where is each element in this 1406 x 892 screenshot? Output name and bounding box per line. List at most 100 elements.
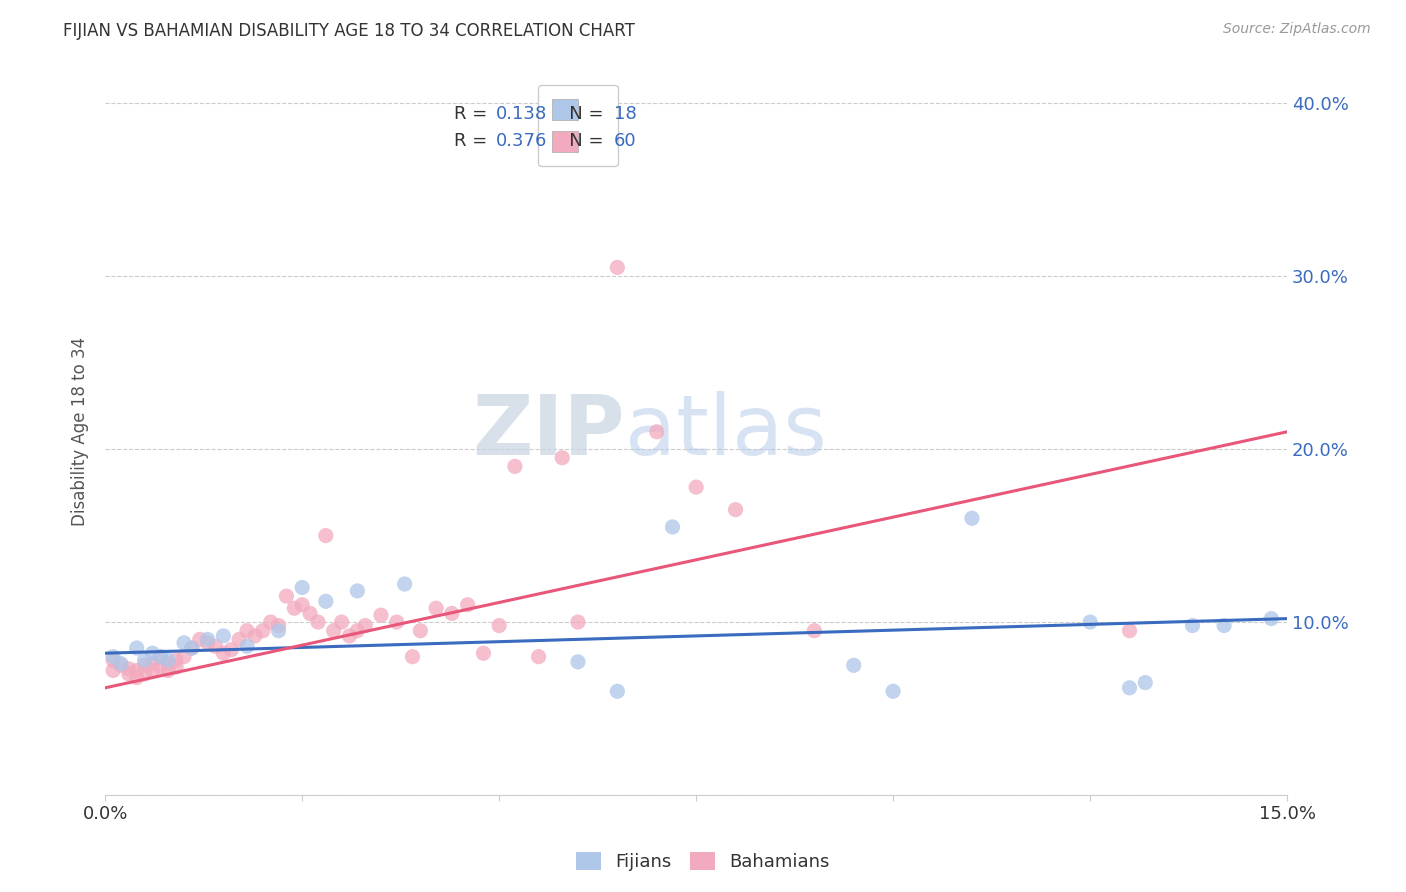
Point xyxy=(101,649,124,664)
Point xyxy=(149,660,172,674)
Point xyxy=(567,655,589,669)
Point xyxy=(330,615,353,629)
Point xyxy=(291,581,314,595)
Point xyxy=(488,618,510,632)
Text: atlas: atlas xyxy=(626,392,827,472)
Text: FIJIAN VS BAHAMIAN DISABILITY AGE 18 TO 34 CORRELATION CHART: FIJIAN VS BAHAMIAN DISABILITY AGE 18 TO … xyxy=(63,22,636,40)
Point xyxy=(354,618,377,632)
Legend: Fijians, Bahamians: Fijians, Bahamians xyxy=(568,845,838,879)
Point xyxy=(440,607,463,621)
Point xyxy=(1260,612,1282,626)
Point xyxy=(803,624,825,638)
Point xyxy=(157,653,180,667)
Point xyxy=(1135,675,1157,690)
Point xyxy=(101,664,124,678)
Point xyxy=(385,615,408,629)
Text: N =: N = xyxy=(551,104,609,122)
Point xyxy=(165,660,187,674)
Point xyxy=(503,459,526,474)
Text: 0.376: 0.376 xyxy=(496,132,547,150)
Point xyxy=(409,624,432,638)
Point xyxy=(527,649,550,664)
Point xyxy=(110,658,132,673)
Text: N =: N = xyxy=(553,132,609,150)
Point xyxy=(370,608,392,623)
Point xyxy=(243,629,266,643)
Point xyxy=(165,653,187,667)
Point xyxy=(307,615,329,629)
Point xyxy=(125,640,148,655)
Point xyxy=(457,598,479,612)
Point xyxy=(180,640,202,655)
Point xyxy=(1118,681,1140,695)
Point xyxy=(1181,618,1204,632)
Point xyxy=(567,615,589,629)
Point xyxy=(236,640,259,654)
Point xyxy=(346,583,368,598)
Point xyxy=(842,658,865,673)
Text: 18: 18 xyxy=(614,104,637,122)
Point xyxy=(125,664,148,678)
Point xyxy=(960,511,983,525)
Point xyxy=(141,657,163,671)
Point xyxy=(110,657,132,671)
Point xyxy=(134,653,156,667)
Point xyxy=(394,577,416,591)
Point xyxy=(197,636,219,650)
Text: ZIP: ZIP xyxy=(472,392,626,472)
Point xyxy=(157,664,180,678)
Point xyxy=(236,624,259,638)
Point xyxy=(141,646,163,660)
Point xyxy=(283,601,305,615)
Legend:   ,   : , xyxy=(538,85,619,166)
Point xyxy=(204,640,226,654)
Point xyxy=(346,624,368,638)
Point xyxy=(291,598,314,612)
Text: Source: ZipAtlas.com: Source: ZipAtlas.com xyxy=(1223,22,1371,37)
Point xyxy=(322,624,344,638)
Point xyxy=(401,649,423,664)
Point xyxy=(134,667,156,681)
Text: R =: R = xyxy=(454,132,494,150)
Point xyxy=(882,684,904,698)
Point xyxy=(724,502,747,516)
Point xyxy=(267,624,290,638)
Point xyxy=(472,646,495,660)
Point xyxy=(212,629,235,643)
Point xyxy=(315,528,337,542)
Y-axis label: Disability Age 18 to 34: Disability Age 18 to 34 xyxy=(72,337,89,526)
Text: 60: 60 xyxy=(614,132,637,150)
Point xyxy=(149,649,172,664)
Point xyxy=(315,594,337,608)
Point xyxy=(197,632,219,647)
Point xyxy=(228,632,250,647)
Point xyxy=(661,520,683,534)
Point xyxy=(173,636,195,650)
Point xyxy=(425,601,447,615)
Point xyxy=(606,684,628,698)
Point xyxy=(219,642,242,657)
Point xyxy=(149,649,172,664)
Text: 0.138: 0.138 xyxy=(496,104,547,122)
Point xyxy=(173,649,195,664)
Point xyxy=(180,640,202,655)
Point xyxy=(1213,618,1236,632)
Point xyxy=(134,658,156,673)
Point xyxy=(551,450,574,465)
Point xyxy=(685,480,707,494)
Point xyxy=(1078,615,1101,629)
Point xyxy=(267,618,290,632)
Point xyxy=(276,589,298,603)
Point xyxy=(252,624,274,638)
Point xyxy=(260,615,283,629)
Point xyxy=(606,260,628,275)
Point xyxy=(212,646,235,660)
Point xyxy=(141,664,163,678)
Point xyxy=(188,632,211,647)
Point xyxy=(645,425,668,439)
Point xyxy=(118,667,141,681)
Point xyxy=(101,653,124,667)
Point xyxy=(299,607,322,621)
Point xyxy=(157,657,180,671)
Text: R =: R = xyxy=(454,104,494,122)
